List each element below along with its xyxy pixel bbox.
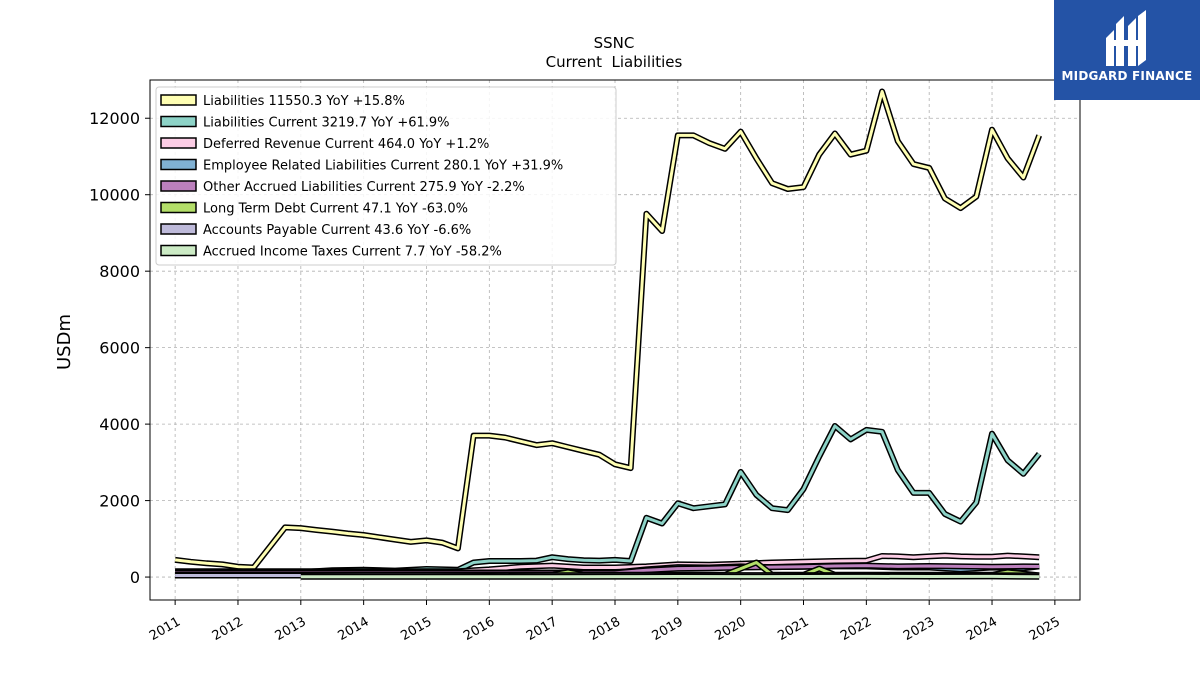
legend-entry-label[interactable]: Deferred Revenue Current 464.0 YoY +1.2% bbox=[203, 137, 489, 152]
x-tick-label: 2016 bbox=[461, 614, 497, 644]
x-tick-label: 2015 bbox=[398, 614, 434, 644]
x-tick-label: 2019 bbox=[650, 614, 686, 644]
x-tick-label: 2014 bbox=[335, 614, 371, 644]
x-tick-label: 2024 bbox=[964, 614, 1000, 644]
legend-entry-label[interactable]: Employee Related Liabilities Current 280… bbox=[203, 159, 563, 174]
series-line bbox=[174, 90, 1041, 569]
legend-entry-label[interactable]: Other Accrued Liabilities Current 275.9 … bbox=[203, 180, 525, 195]
legend-swatch bbox=[160, 137, 197, 149]
legend-entry-label[interactable]: Liabilities 11550.3 YoY +15.8% bbox=[203, 94, 405, 109]
legend-swatch bbox=[160, 244, 197, 257]
x-tick-label: 2018 bbox=[587, 614, 623, 644]
x-tick-label: 2013 bbox=[273, 614, 309, 644]
y-tick-label: 2000 bbox=[99, 492, 140, 511]
x-tick-label: 2012 bbox=[210, 614, 246, 644]
series-line bbox=[175, 554, 1040, 573]
y-tick-label: 0 bbox=[130, 568, 140, 587]
legend-swatch bbox=[160, 94, 197, 106]
legend-swatch bbox=[160, 158, 197, 171]
series-liabilities bbox=[174, 88, 1043, 571]
legend-swatch bbox=[160, 180, 197, 192]
y-tick-label: 8000 bbox=[99, 262, 140, 281]
series-liabilities-current bbox=[175, 423, 1042, 576]
y-tick-label: 12000 bbox=[89, 109, 140, 128]
legend-entry-label[interactable]: Accounts Payable Current 43.6 YoY -6.6% bbox=[203, 223, 471, 238]
series-line-outline bbox=[175, 423, 1042, 576]
legend-entry-label[interactable]: Liabilities Current 3219.7 YoY +61.9% bbox=[203, 116, 450, 131]
chart-title: SSNC bbox=[594, 34, 635, 52]
y-axis-label: USDm bbox=[54, 314, 75, 370]
series-line bbox=[175, 424, 1041, 574]
legend-entry-label[interactable]: Accrued Income Taxes Current 7.7 YoY -58… bbox=[203, 245, 502, 260]
y-tick-label: 6000 bbox=[99, 339, 140, 358]
y-axis: 0 2000 4000 6000 8000 10000 12000 bbox=[89, 109, 150, 587]
midgard-finance-logo: MIDGARD FINANCE bbox=[1054, 0, 1200, 100]
legend-box bbox=[155, 86, 617, 266]
chart-subtitle: Current Liabilities bbox=[546, 53, 683, 71]
x-tick-label: 2022 bbox=[838, 614, 874, 644]
x-tick-label: 2017 bbox=[524, 614, 560, 644]
y-tick-label: 10000 bbox=[89, 186, 140, 205]
legend-swatch bbox=[160, 223, 197, 235]
x-tick-label: 2023 bbox=[901, 614, 937, 644]
series-deferred-revenue-current bbox=[175, 552, 1040, 575]
x-tick-label: 2020 bbox=[713, 614, 749, 644]
grid bbox=[150, 80, 1080, 600]
legend-entry-label[interactable]: Long Term Debt Current 47.1 YoY -63.0% bbox=[203, 202, 468, 217]
logo-mark-icon bbox=[1106, 10, 1146, 66]
legend[interactable]: Liabilities 11550.3 YoY +15.8% Liabilitie… bbox=[155, 86, 617, 266]
logo-text: MIDGARD FINANCE bbox=[1061, 69, 1193, 83]
x-tick-label: 2021 bbox=[775, 614, 811, 644]
legend-swatch bbox=[160, 115, 197, 128]
x-tick-label: 2011 bbox=[147, 614, 183, 644]
x-axis: 2011 2012 2013 2014 2015 2016 2017 2018 2019 2020… bbox=[147, 600, 1063, 644]
legend-swatch bbox=[160, 201, 197, 214]
y-tick-label: 4000 bbox=[99, 415, 140, 434]
series-layer bbox=[174, 88, 1043, 580]
x-tick-label: 2025 bbox=[1027, 614, 1063, 644]
